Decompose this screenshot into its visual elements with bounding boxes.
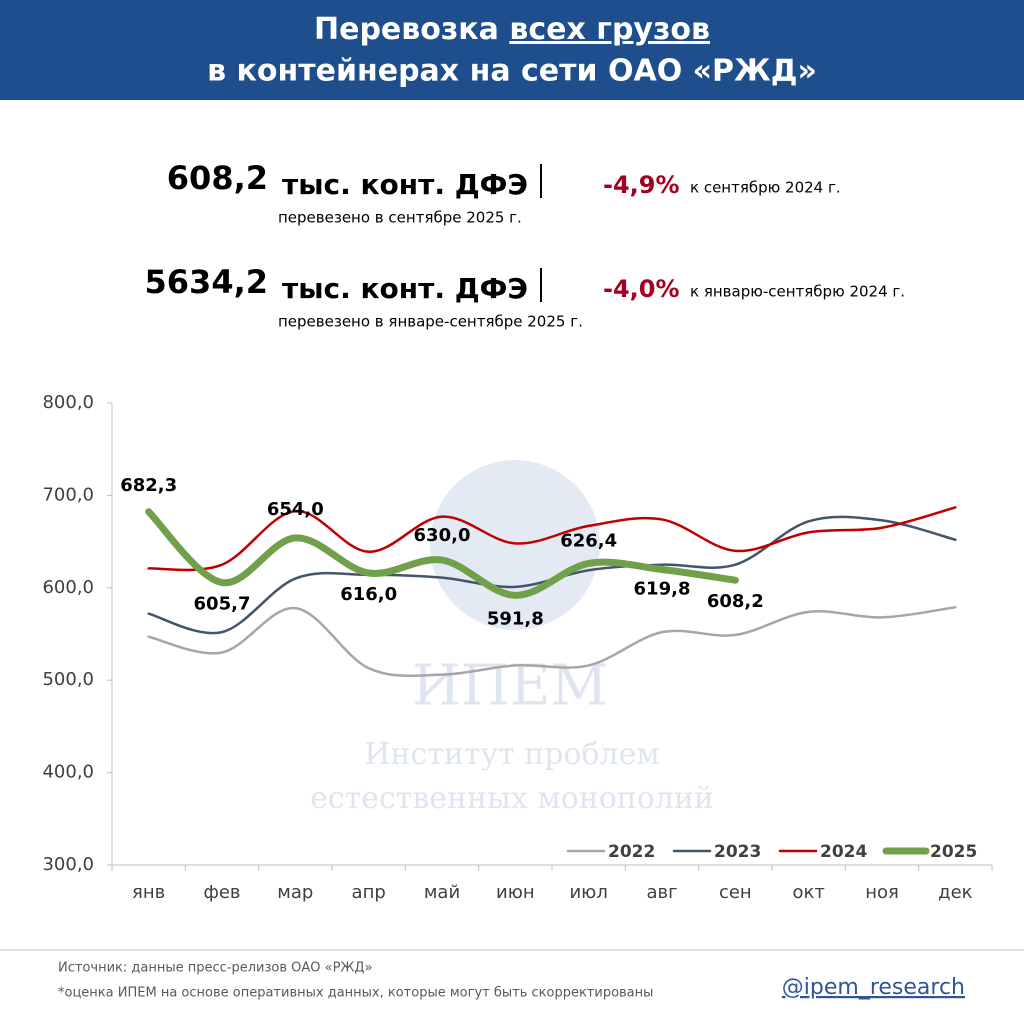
series-line [147, 605, 957, 678]
x-tick-label: сен [719, 882, 752, 903]
legend-label: 2025 [930, 842, 977, 862]
title-line1: Перевозка всех грузов [314, 12, 710, 47]
stat-value: 608,2 [167, 159, 268, 197]
stat-change: -4,9% [603, 171, 680, 199]
footer-note: *оценка ИПЕМ на основе оперативных данны… [58, 986, 653, 1001]
x-tick-label: мар [277, 882, 313, 903]
x-tick-label: авг [646, 882, 677, 903]
y-tick-label: 800,0 [42, 392, 94, 413]
stat-change-note: к январю-сентябрю 2024 г. [690, 283, 905, 301]
header-band [0, 0, 1024, 100]
data-label: 626,4 [560, 530, 617, 551]
title-line2: в контейнерах на сети ОАО «РЖД» [207, 54, 817, 89]
watermark-line: естественных монополий [310, 781, 714, 816]
data-label: 608,2 [707, 591, 764, 612]
stat-change: -4,0% [603, 275, 680, 303]
y-tick-label: 300,0 [42, 854, 94, 875]
stat-unit: тыс. конт. ДФЭ [282, 272, 528, 305]
x-tick-label: июн [496, 882, 535, 903]
watermark-logo-circle [430, 460, 600, 630]
stat-caption: перевезено в сентябре 2025 г. [278, 209, 522, 227]
stat-value: 5634,2 [145, 263, 268, 301]
x-tick-label: окт [792, 882, 824, 903]
series-line [145, 508, 739, 599]
data-label: 616,0 [340, 584, 397, 605]
footer-source: Источник: данные пресс-релизов ОАО «РЖД» [58, 961, 373, 976]
legend-label: 2024 [820, 842, 867, 862]
footer-handle[interactable]: @ipem_research [782, 975, 965, 1000]
x-tick-label: апр [352, 882, 386, 903]
x-tick-label: фев [203, 882, 240, 903]
title-underlined: всех грузов [509, 12, 710, 47]
watermark: ИПЕМ Институт проблем естественных моноп… [310, 460, 714, 816]
legend-label: 2023 [714, 842, 761, 862]
y-tick-label: 400,0 [42, 762, 94, 783]
watermark-logo: ИПЕМ [412, 654, 608, 719]
data-label: 630,0 [414, 525, 471, 546]
stat-caption: перевезено в январе-сентябре 2025 г. [278, 313, 583, 331]
y-tick-label: 600,0 [42, 577, 94, 598]
x-tick-label: янв [132, 882, 165, 903]
data-label: 619,8 [634, 579, 691, 600]
x-tick-label: июл [569, 882, 607, 903]
data-label: 605,7 [194, 594, 251, 615]
legend-label: 2022 [608, 842, 655, 862]
series-line [147, 506, 957, 572]
x-tick-label: май [424, 882, 460, 903]
data-label: 654,0 [267, 499, 324, 520]
stat-change-note: к сентябрю 2024 г. [690, 179, 841, 197]
y-tick-label: 700,0 [42, 484, 94, 505]
title-start: Перевозка [314, 12, 509, 47]
y-tick-label: 500,0 [42, 669, 94, 690]
x-tick-label: дек [938, 882, 973, 903]
watermark-line: Институт проблем [364, 737, 659, 772]
data-label: 682,3 [120, 475, 177, 496]
x-tick-label: ноя [865, 882, 899, 903]
data-label: 591,8 [487, 608, 544, 629]
stat-unit: тыс. конт. ДФЭ [282, 168, 528, 201]
